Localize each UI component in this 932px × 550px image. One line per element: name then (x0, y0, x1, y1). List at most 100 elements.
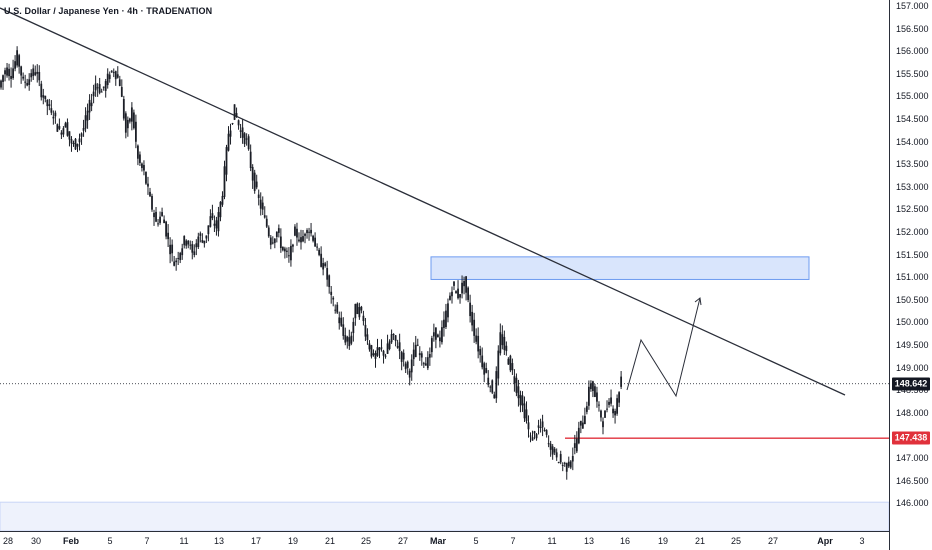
candle-body (259, 199, 262, 209)
candle-body (72, 143, 75, 145)
candle-body (310, 229, 312, 234)
candle-body (141, 163, 143, 168)
candle-body (239, 130, 242, 132)
candle-body (465, 276, 467, 293)
candle-body (463, 281, 465, 287)
candle-body (173, 261, 176, 266)
candle-body (320, 253, 323, 267)
projection-path (626, 297, 701, 398)
candle-body (82, 128, 85, 131)
candle-body (451, 291, 453, 297)
candle-body (517, 386, 520, 399)
candle-body (209, 216, 212, 227)
candle-body (392, 334, 395, 336)
candle-body (590, 383, 592, 390)
candle-body (531, 437, 534, 441)
candle-body (84, 115, 87, 129)
candle-body (151, 195, 153, 210)
candle-body (296, 228, 298, 238)
candle-body (308, 231, 310, 233)
candle-body (197, 236, 200, 247)
candle-body (104, 81, 107, 91)
candle-body (453, 281, 455, 286)
time-axis-label: 7 (144, 536, 150, 546)
candle-body (92, 91, 95, 97)
candle-body (66, 122, 69, 136)
candle-body (513, 376, 516, 384)
candle-body (300, 237, 302, 243)
candle-body (118, 79, 121, 86)
candle-body (116, 74, 119, 78)
candle-body (283, 248, 286, 252)
candle-body (499, 332, 502, 354)
price-chart-svg[interactable] (0, 0, 889, 531)
candle-body (22, 76, 25, 79)
candle-body (215, 220, 218, 229)
candle-body (338, 317, 341, 324)
candle-body (577, 427, 580, 444)
candle-body (30, 73, 33, 78)
candle-body (457, 288, 459, 299)
candle-body (12, 68, 14, 79)
candle-body (185, 240, 188, 246)
candle-body (598, 404, 600, 406)
candle-body (396, 346, 399, 348)
candle-body (213, 223, 216, 226)
candle-body (495, 371, 498, 399)
time-axis-label: Apr (817, 536, 833, 546)
lower-band-zone (0, 501, 889, 531)
candle-body (20, 66, 23, 76)
candle-body (525, 409, 528, 422)
candle-body (167, 232, 170, 240)
candle-body (199, 233, 202, 236)
candle-body (507, 358, 510, 365)
candle-body (479, 349, 482, 356)
candle-body (471, 311, 474, 326)
candle-body (404, 363, 407, 370)
candle-body (267, 227, 270, 237)
candle-body (563, 462, 566, 464)
candle-body (541, 421, 544, 428)
candle-body (424, 363, 427, 366)
candle-body (561, 464, 564, 466)
candle-body (604, 410, 606, 418)
candle-body (342, 324, 345, 336)
candle-body (231, 123, 234, 125)
candle-body (360, 306, 363, 311)
candle-body (567, 461, 570, 467)
price-axis-label: 152.500 (896, 204, 929, 215)
candle-body (332, 297, 335, 300)
candle-body (618, 392, 620, 403)
candle-body (501, 334, 504, 346)
candle-body (235, 113, 238, 117)
candle-body (473, 319, 476, 336)
candle-body (261, 202, 264, 210)
candle-body (6, 67, 8, 76)
time-axis-label: 17 (250, 536, 262, 546)
candle-body (263, 215, 266, 218)
candle-body (348, 337, 351, 347)
candle-body (48, 104, 51, 106)
candle-body (364, 324, 367, 337)
candle-body (616, 398, 618, 414)
candle-body (38, 71, 41, 81)
candle-body (606, 408, 608, 410)
candle-body (455, 291, 457, 294)
candle-body (543, 429, 546, 431)
time-axis-label: 13 (213, 536, 225, 546)
candle-body (32, 68, 35, 76)
candle-body (491, 380, 494, 393)
candle-body (8, 68, 10, 77)
candle-body (187, 240, 190, 245)
time-axis-label: 3 (859, 536, 865, 546)
time-axis-label: 25 (360, 536, 372, 546)
candle-body (445, 310, 447, 328)
candle-body (346, 336, 349, 342)
price-axis-label: 146.500 (896, 475, 929, 486)
candle-body (175, 260, 178, 263)
candle-body (384, 355, 387, 357)
candle-body (493, 394, 496, 399)
candle-body (112, 72, 115, 74)
candle-body (98, 84, 101, 93)
